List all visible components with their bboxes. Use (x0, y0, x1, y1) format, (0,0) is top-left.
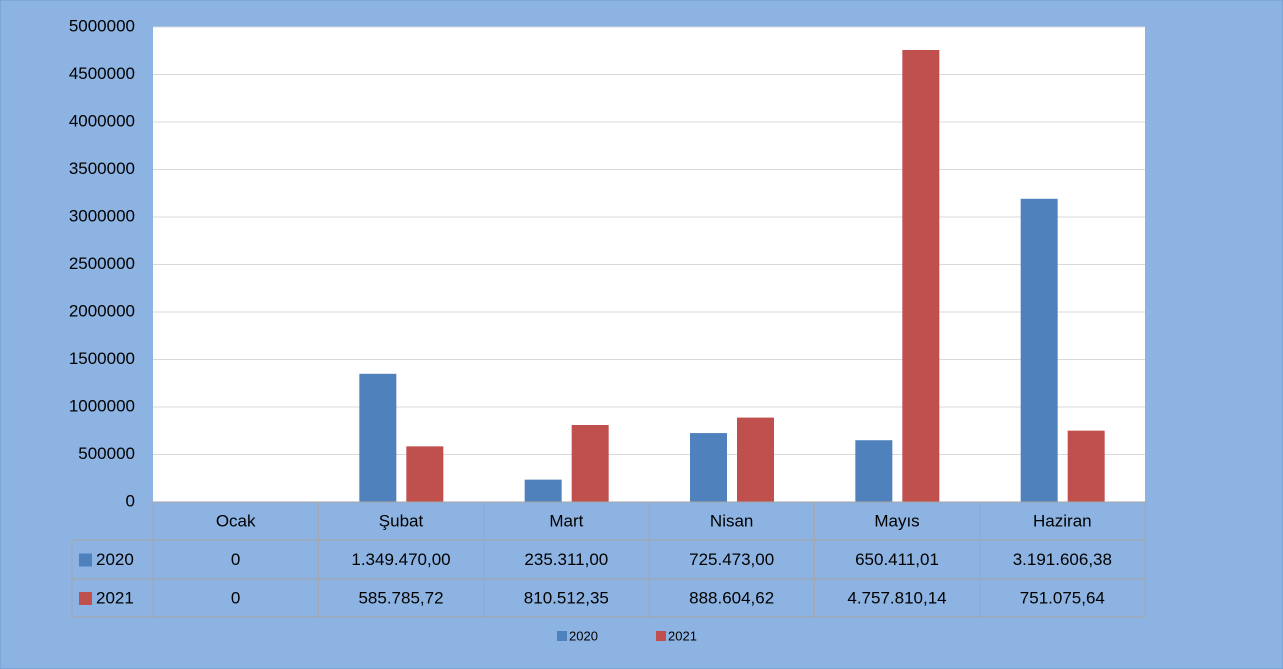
table-legend-label: 2020 (96, 550, 134, 569)
table-cell: 0 (231, 588, 240, 607)
y-tick-label: 3000000 (69, 206, 135, 225)
y-tick-label: 1500000 (69, 349, 135, 368)
y-tick-label: 1000000 (69, 396, 135, 415)
table-cell: 4.757.810,14 (847, 588, 946, 607)
table-cell: 725.473,00 (689, 550, 774, 569)
table-cell: 888.604,62 (689, 588, 774, 607)
table-cell: 1.349.470,00 (351, 550, 450, 569)
bar (406, 446, 444, 502)
x-tick-label: Mayıs (874, 511, 919, 530)
y-tick-label: 4500000 (69, 64, 135, 83)
bar (1020, 198, 1058, 502)
y-tick-label: 3500000 (69, 159, 135, 178)
x-tick-label: Haziran (1033, 511, 1092, 530)
legend-key (557, 631, 567, 641)
table-cell: 235.311,00 (524, 550, 608, 569)
bar (902, 50, 940, 503)
x-tick-label: Ocak (216, 511, 256, 530)
table-cell: 585.785,72 (358, 588, 443, 607)
y-tick-label: 2500000 (69, 254, 135, 273)
y-tick-label: 500000 (78, 444, 135, 463)
table-legend-key (79, 592, 92, 605)
x-tick-label: Şubat (379, 511, 424, 530)
legend-label: 2020 (569, 628, 598, 643)
x-tick-label: Mart (549, 511, 583, 530)
table-legend-label: 2021 (96, 588, 134, 607)
legend-label: 2021 (668, 628, 697, 643)
table-cell: 751.075,64 (1020, 588, 1105, 607)
table-cell: 650.411,01 (855, 550, 939, 569)
table-cell: 3.191.606,38 (1013, 550, 1112, 569)
y-tick-label: 0 (126, 491, 135, 510)
bar (359, 373, 397, 502)
table-legend-key (79, 553, 92, 567)
x-tick-label: Nisan (710, 511, 753, 530)
bar (737, 417, 774, 502)
bar (1067, 430, 1105, 502)
y-tick-label: 2000000 (69, 301, 135, 320)
bar (690, 433, 727, 502)
table-cell: 810.512,35 (524, 588, 609, 607)
bar (571, 425, 609, 502)
bar (855, 440, 893, 502)
bar (524, 479, 562, 502)
y-tick-label: 4000000 (69, 111, 135, 130)
legend-key (656, 631, 666, 641)
y-tick-label: 5000000 (69, 16, 135, 35)
table-cell: 0 (231, 550, 240, 569)
